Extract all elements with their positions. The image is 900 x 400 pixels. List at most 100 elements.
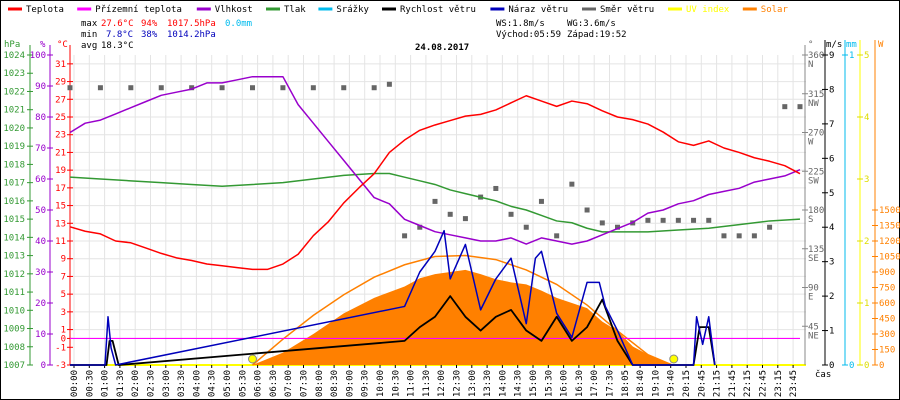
wind-dir-point xyxy=(523,224,529,230)
solar-tick-label: 1350 xyxy=(879,222,900,232)
stat-max-label: max xyxy=(81,19,98,29)
wind-dir-axis-label: ° xyxy=(808,40,813,50)
time-tick-label: 06:30 xyxy=(269,370,279,397)
stat-min-temp: 7.8°C xyxy=(106,30,133,40)
wind-dir-point xyxy=(767,224,773,230)
wind-dir-compass-label: NW xyxy=(808,99,819,109)
wind-dir-point xyxy=(751,233,757,239)
wind-dir-tick-label: 315 xyxy=(808,90,824,100)
wind-dir-tick-label: 135 xyxy=(808,245,824,255)
pressure-line xyxy=(69,172,801,233)
wind-dir-point xyxy=(462,216,468,222)
pressure-tick-label: 1011 xyxy=(3,288,25,298)
wind-info-wg: WG:3.6m/s xyxy=(567,19,616,29)
temperature-tick-label: 1 xyxy=(61,326,66,336)
stat-max-humidity: 94% xyxy=(141,19,158,29)
wind-dir-compass-label: NE xyxy=(808,331,819,341)
temperature-tick-label: 3 xyxy=(61,308,66,318)
pressure-tick-label: 1015 xyxy=(3,215,25,225)
humidity-tick-label: 100 xyxy=(30,51,46,61)
chart-title: 24.08.2017 xyxy=(415,43,469,53)
sunrise-marker xyxy=(248,354,257,364)
temperature-tick-label: 19 xyxy=(55,166,66,176)
uv-tick-label: 3 xyxy=(864,175,869,185)
time-axis-label: čas xyxy=(815,369,831,380)
uv-tick-label: 1 xyxy=(864,299,869,309)
time-tick-label: 05:30 xyxy=(238,370,248,397)
time-tick-label: 18:05 xyxy=(621,370,631,397)
legend-label-5: Rychlost větru xyxy=(400,5,476,15)
wind-dir-point xyxy=(660,217,666,223)
legend-label-7: Směr větru xyxy=(600,5,654,15)
time-tick-label: 17:30 xyxy=(606,370,616,397)
wind-dir-point xyxy=(493,185,499,191)
temperature-tick-label: 15 xyxy=(55,202,66,212)
wind-dir-tick-label: 225 xyxy=(808,167,824,177)
humidity-tick-label: 50 xyxy=(35,206,46,216)
time-tick-label: 17:00 xyxy=(590,370,600,397)
wind-speed-tick-label: 5 xyxy=(829,189,834,199)
stat-min-humidity: 38% xyxy=(141,30,158,40)
solar-tick-label: 450 xyxy=(879,315,895,325)
time-tick-label: 22:45 xyxy=(759,370,769,397)
time-tick-label: 19:10 xyxy=(651,370,661,397)
wind-dir-compass-label: S xyxy=(808,215,813,225)
time-tick-label: 09:30 xyxy=(361,370,371,397)
pressure-tick-label: 1013 xyxy=(3,252,25,262)
time-tick-label: 20:45 xyxy=(697,370,707,397)
humidity-tick-label: 70 xyxy=(35,144,46,154)
time-tick-label: 14:00 xyxy=(498,370,508,397)
solar-tick-label: 1200 xyxy=(879,237,900,247)
wind-dir-compass-label: SE xyxy=(808,254,819,264)
time-tick-label: 21:45 xyxy=(728,370,738,397)
wind-dir-point xyxy=(447,211,453,217)
time-tick-label: 21:15 xyxy=(713,370,723,397)
pressure-tick-label: 1012 xyxy=(3,270,25,280)
wind-speed-tick-label: 3 xyxy=(829,258,834,268)
wind-dir-point xyxy=(706,217,712,223)
wind-info-sunset: Západ:19:52 xyxy=(567,30,627,40)
temperature-tick-label: 25 xyxy=(55,113,66,123)
time-tick-label: 10:30 xyxy=(391,370,401,397)
stat-avg-temp: 18.3°C xyxy=(101,41,134,51)
temperature-tick-label: 5 xyxy=(61,290,66,300)
wind-speed-tick-label: 6 xyxy=(829,154,834,164)
wind-dir-point xyxy=(97,85,103,91)
wind-speed-tick-label: 9 xyxy=(829,51,834,61)
wind-dir-compass-label: SW xyxy=(808,176,819,186)
pressure-tick-label: 1020 xyxy=(3,124,25,134)
solar-axis-label: W xyxy=(878,40,884,50)
temperature-tick-label: 0 xyxy=(61,334,66,344)
wind-dir-point xyxy=(386,81,392,87)
time-tick-label: 19:40 xyxy=(667,370,677,397)
pressure-tick-label: 1019 xyxy=(3,142,25,152)
wind-dir-point xyxy=(417,224,423,230)
uv-tick-label: 0 xyxy=(864,361,869,371)
pressure-tick-label: 1010 xyxy=(3,306,25,316)
time-tick-label: 00:00 xyxy=(70,370,80,397)
time-tick-label: 16:30 xyxy=(575,370,585,397)
time-tick-label: 02:30 xyxy=(147,370,157,397)
stat-rain: 0.0mm xyxy=(225,19,252,29)
solar-tick-label: 1500 xyxy=(879,206,900,216)
time-tick-label: 15:30 xyxy=(544,370,554,397)
wind-dir-compass-label: N xyxy=(808,60,813,70)
wind-dir-tick-label: 45 xyxy=(808,322,819,332)
wind-info-ws: WS:1.8m/s xyxy=(496,19,545,29)
time-tick-label: 16:00 xyxy=(560,370,570,397)
pressure-tick-label: 1024 xyxy=(3,51,25,61)
wind-speed-tick-label: 1 xyxy=(829,327,834,337)
time-tick-label: 22:15 xyxy=(743,370,753,397)
wind-speed-tick-label: 0 xyxy=(829,361,834,371)
time-tick-label: 03:00 xyxy=(162,370,172,397)
rain-tick-label: 1 xyxy=(849,51,854,61)
temperature-tick-label: 27 xyxy=(55,95,66,105)
wind-dir-point xyxy=(189,85,195,91)
wind-dir-point xyxy=(280,85,286,91)
wind-dir-point xyxy=(250,85,255,91)
humidity-tick-label: 40 xyxy=(35,237,46,247)
wind-dir-point xyxy=(584,207,590,213)
time-tick-label: 13:30 xyxy=(483,370,493,397)
time-tick-label: 07:00 xyxy=(284,370,294,397)
